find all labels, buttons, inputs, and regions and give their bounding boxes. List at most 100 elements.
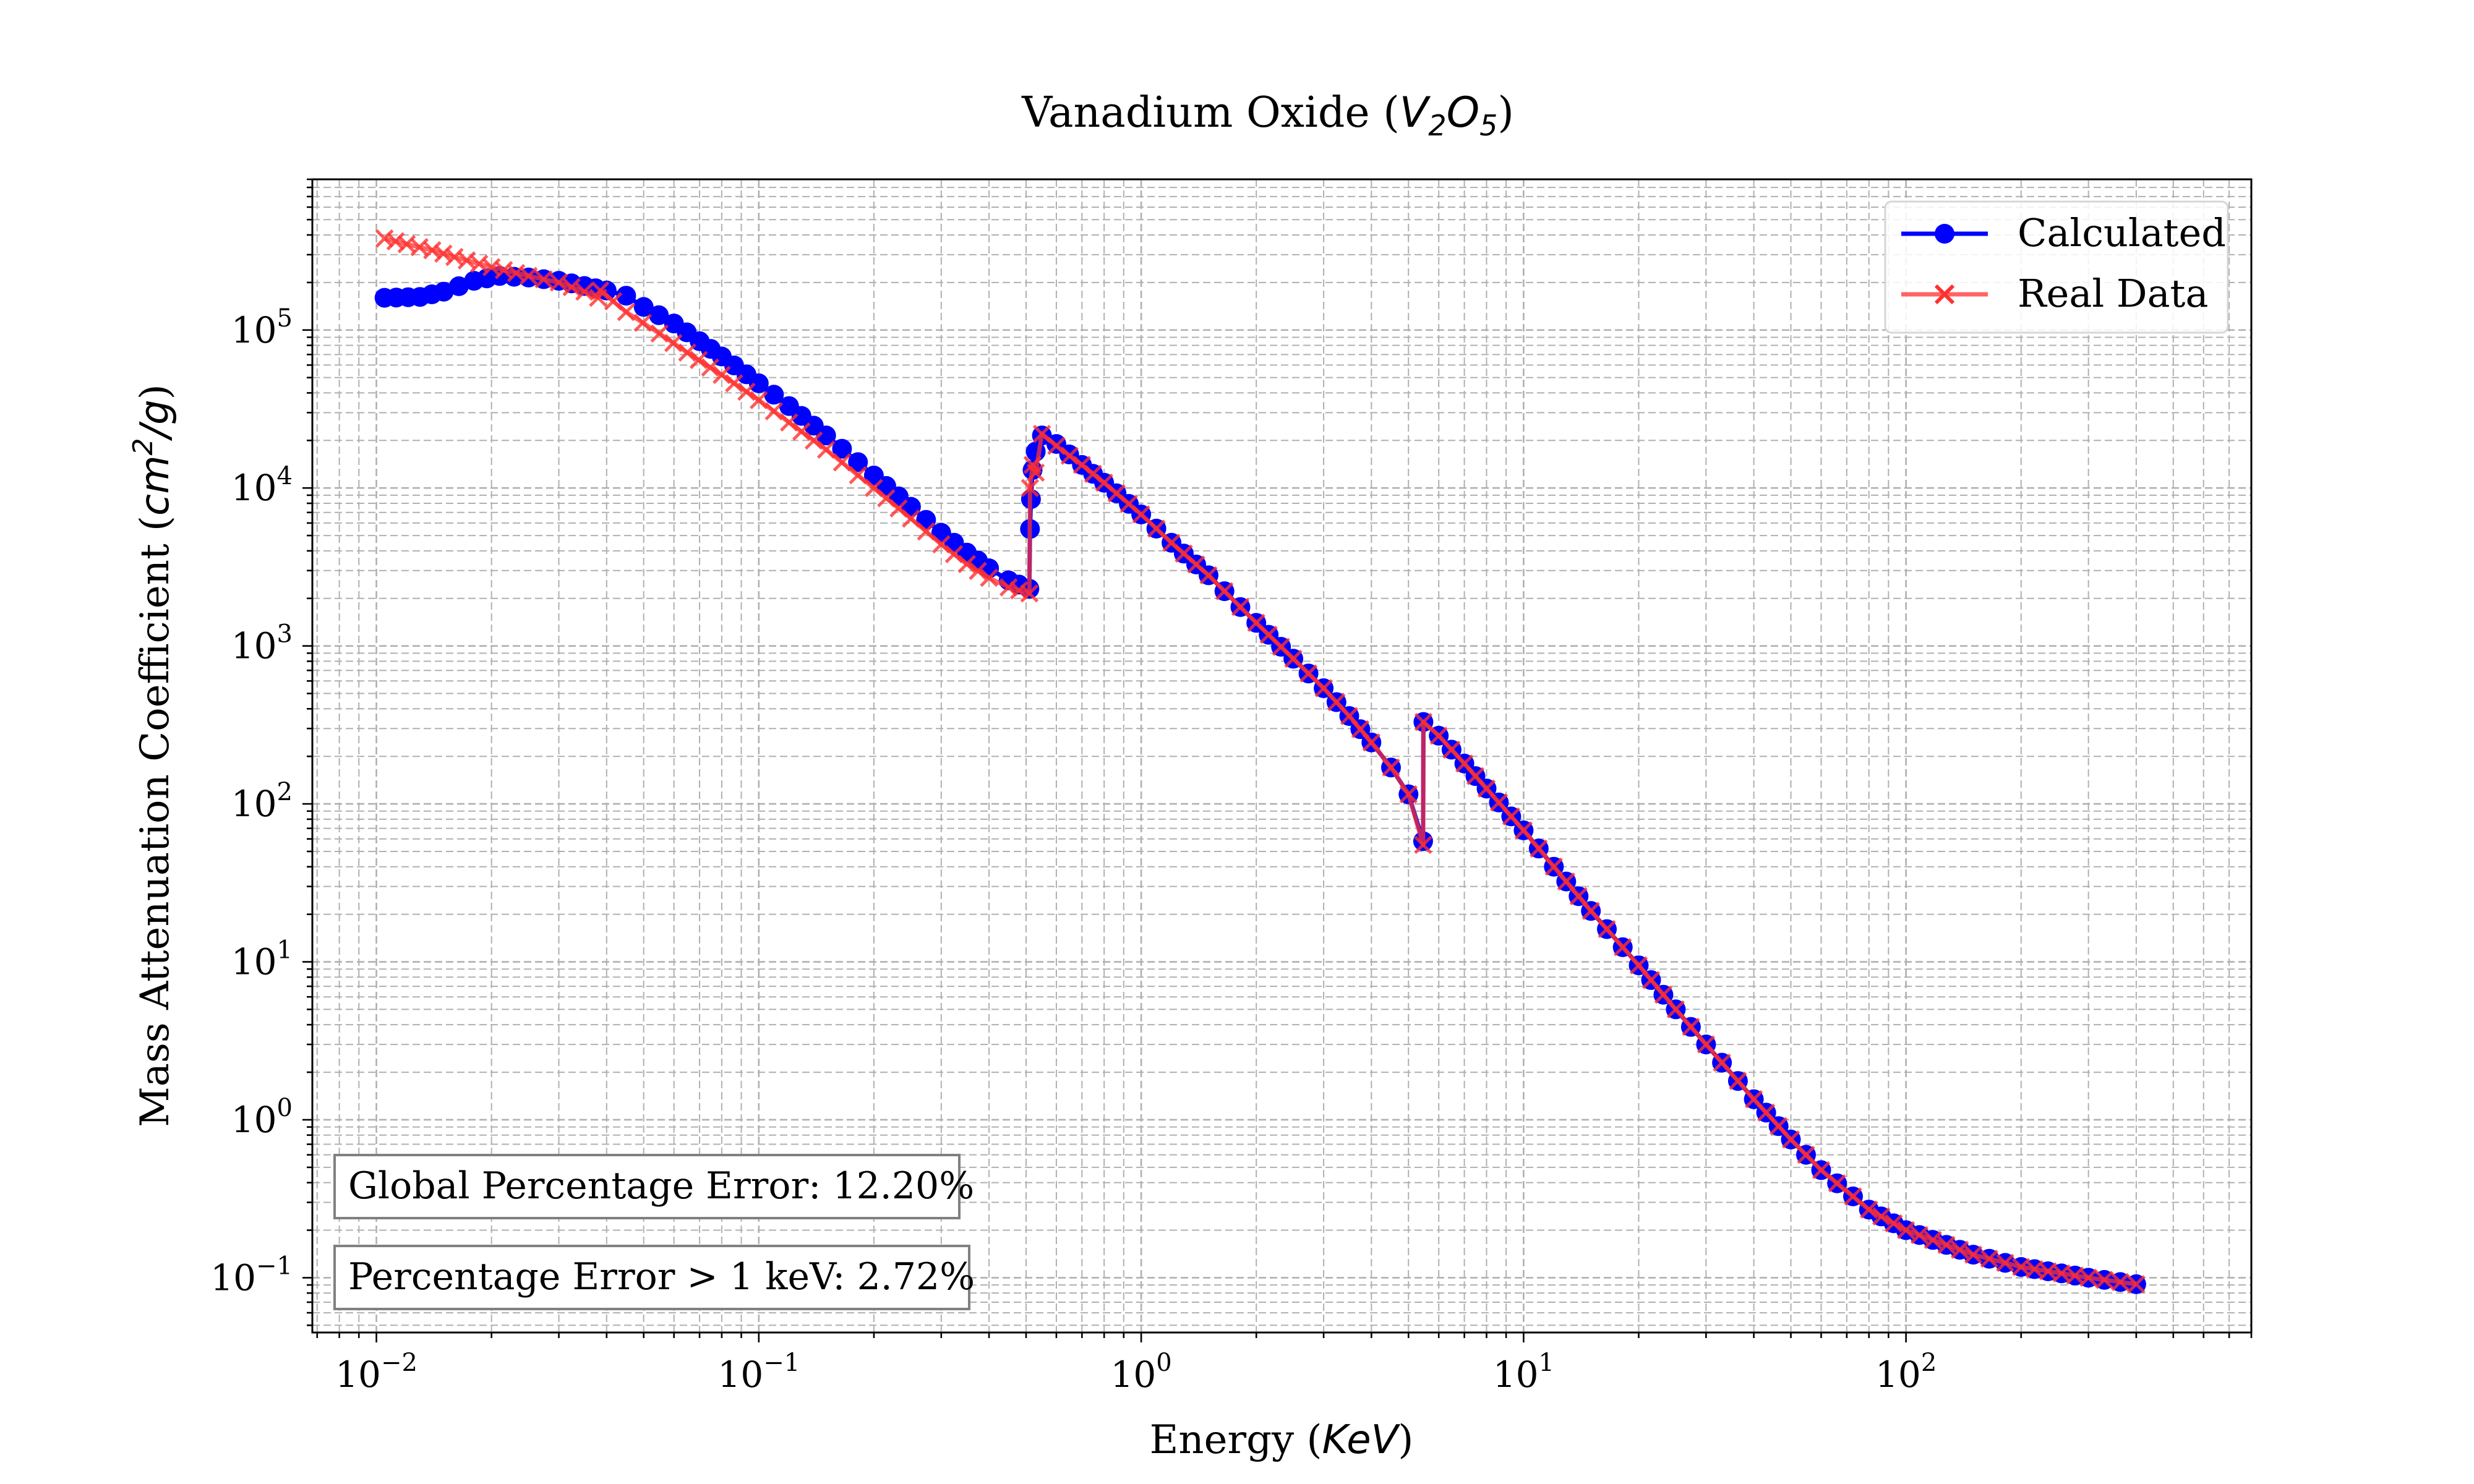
point-real-data: [1132, 505, 1150, 524]
major-grid: [312, 179, 2251, 1333]
point-real-data: [1884, 1214, 1903, 1233]
point-real-data: [1729, 1072, 1747, 1090]
tick-labels: 10−2 10−1 100 101 102 10−1 100 101 102 103 104 105: [210, 304, 1937, 1396]
legend-entry-calculated: Calculated: [1901, 210, 2226, 255]
annotation-error-above-1kev-box: [333, 1245, 970, 1310]
chart-title: Vanadium Oxide (V2O5): [1021, 88, 1514, 142]
point-real-data: [549, 273, 568, 292]
point-real-data: [1950, 1240, 1969, 1259]
point-real-data: [434, 244, 453, 263]
point-real-data: [1713, 1053, 1731, 1072]
point-real-data: [689, 351, 708, 369]
point-real-data: [617, 302, 636, 322]
annotation-global-error-text: Global Percentage Error: 12.20%: [348, 1164, 974, 1208]
point-real-data: [1399, 785, 1418, 804]
ticks-layer: [302, 178, 2253, 1342]
point-real-data: [980, 568, 998, 587]
point-real-data: [1582, 902, 1600, 920]
point-real-data: [1812, 1161, 1831, 1180]
point-calculated: [764, 385, 784, 405]
point-real-data: [1047, 437, 1066, 455]
point-real-data: [1980, 1249, 1999, 1268]
y-tick-label: 102: [231, 778, 293, 825]
annotation-global-error: Global Percentage Error: 12.20%: [333, 1154, 974, 1219]
point-real-data: [1682, 1018, 1700, 1036]
point-real-data: [423, 241, 442, 260]
point-real-data: [650, 324, 669, 343]
point-real-data: [534, 270, 553, 289]
point-real-data: [2111, 1273, 2129, 1292]
x-tick-label: 100: [1110, 1349, 1171, 1396]
point-real-data: [1697, 1035, 1716, 1054]
point-real-data: [1072, 456, 1092, 474]
point-calculated: [748, 373, 769, 393]
point-real-data: [575, 282, 594, 301]
y-tick-label: 101: [231, 936, 293, 983]
point-real-data: [1641, 971, 1661, 989]
point-calculated: [448, 276, 469, 296]
point-real-data: [2095, 1271, 2114, 1289]
point-real-data: [1020, 584, 1039, 603]
point-real-data: [664, 334, 683, 352]
legend-marker-calculated: [1935, 224, 1954, 244]
x-tick-label: 10−1: [717, 1349, 800, 1396]
point-real-data: [1844, 1187, 1862, 1206]
point-real-data: [1629, 956, 1648, 974]
point-real-data: [1937, 1235, 1956, 1255]
point-real-data: [678, 343, 696, 362]
point-real-data: [1026, 463, 1045, 482]
x-tick-label: 101: [1493, 1349, 1554, 1396]
point-real-data: [562, 278, 581, 297]
point-real-data: [1797, 1145, 1815, 1164]
point-real-data: [1231, 597, 1250, 616]
legend-marker-real-data: [1934, 284, 1955, 305]
point-real-data: [1514, 821, 1533, 840]
x-tick-label: 102: [1875, 1349, 1937, 1396]
point-real-data: [804, 431, 823, 450]
point-calculated: [649, 305, 669, 325]
point-real-data: [849, 466, 867, 485]
point-calculated: [816, 425, 836, 446]
point-real-data: [1530, 839, 1548, 858]
point-real-data: [633, 313, 653, 332]
point-real-data: [1598, 919, 1616, 939]
x-axis-label: Energy (KeV): [1150, 1417, 1414, 1463]
point-calculated: [633, 297, 654, 317]
point-real-data: [701, 358, 720, 377]
point-real-data: [1569, 887, 1588, 906]
point-real-data: [1199, 566, 1218, 585]
y-tick-label: 103: [231, 620, 293, 667]
point-real-data: [780, 413, 798, 432]
point-real-data: [1557, 872, 1576, 891]
point-calculated: [434, 281, 454, 302]
point-real-data: [713, 365, 731, 385]
point-real-data: [833, 453, 852, 472]
point-real-data: [1828, 1174, 1846, 1193]
point-real-data: [1021, 479, 1040, 497]
point-calculated: [616, 286, 636, 306]
point-real-data: [1009, 581, 1029, 600]
point-real-data: [792, 422, 811, 441]
point-real-data: [1060, 446, 1079, 465]
point-real-data: [999, 578, 1018, 597]
point-real-data: [2079, 1268, 2098, 1287]
point-real-data: [1964, 1245, 1983, 1264]
legend-entry-real-data: Real Data: [1901, 271, 2208, 316]
point-real-data: [1382, 758, 1400, 777]
point-real-data: [1859, 1200, 1878, 1219]
series-line-calculated: [384, 273, 2137, 1287]
point-real-data: [932, 535, 951, 554]
legend-label-real-data: Real Data: [2018, 271, 2208, 316]
y-tick-label: 105: [231, 304, 293, 351]
annotation-error-above-1kev: Percentage Error > 1 keV: 2.72%: [333, 1245, 975, 1310]
y-tick-label: 100: [231, 1094, 293, 1141]
point-real-data: [1781, 1130, 1800, 1149]
point-real-data: [1996, 1253, 2014, 1273]
point-real-data: [1032, 424, 1051, 443]
point-real-data: [375, 229, 394, 248]
point-real-data: [944, 545, 964, 563]
point-calculated: [832, 438, 852, 459]
point-real-data: [1284, 649, 1303, 668]
point-real-data: [1414, 835, 1432, 855]
point-real-data: [816, 440, 836, 459]
